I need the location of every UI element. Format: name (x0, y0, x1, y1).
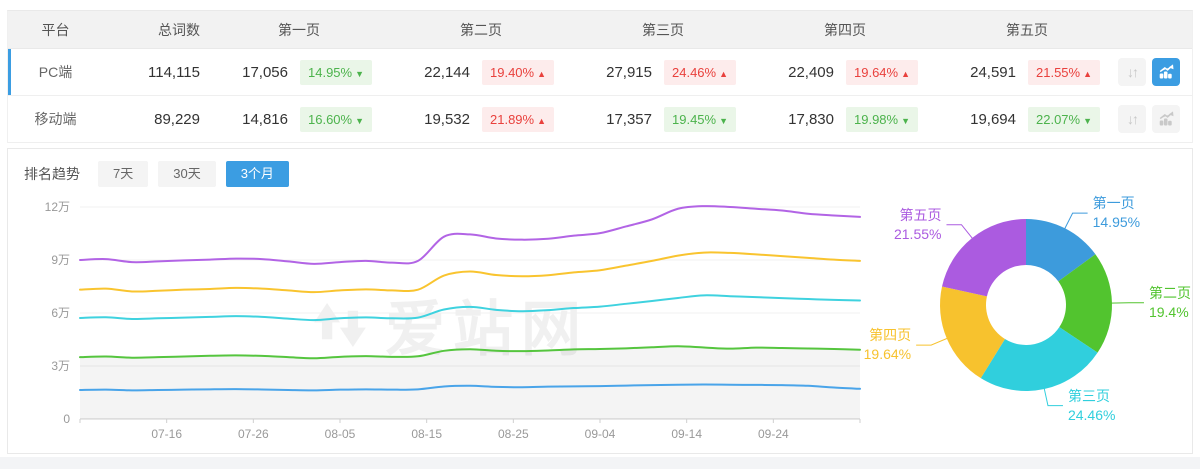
page4-count: 22,409 (788, 63, 834, 81)
page3-count: 27,915 (606, 63, 652, 81)
donut-label-page1: 第一页 14.95% (1092, 195, 1141, 231)
rank-trend-card: 排名趋势 7天 30天 3个月 爱站网 0 3万 6万 9万 12万 07-16 07-26… (7, 148, 1193, 454)
col-header-total-words: 总词数 (158, 21, 200, 38)
trend-body: 爱站网 0 3万 6万 9万 12万 07-16 07-26 08-05 08-15 08-25 0… (8, 193, 1192, 451)
table-row-pc[interactable]: PC端 114,115 17,056 14.95% ▼ 22,144 19.40%… (8, 49, 1192, 96)
tab-3months[interactable]: 3个月 (225, 161, 289, 187)
col-header-page3: 第三页 (642, 21, 684, 38)
platform-label: 移动端 (34, 111, 77, 127)
trend-line-chart: 0 3万 6万 9万 12万 07-16 07-26 08-05 08-15 08-25 09-04… (45, 200, 861, 441)
page-share-donut-chart (916, 212, 1144, 407)
donut-chart-area: 第一页 14.95% 第二页 19.4% 第三页 24.46% 第四页 19.64% 第… (863, 193, 1200, 451)
col-header-page1: 第一页 (278, 21, 320, 38)
svg-text:0: 0 (63, 412, 70, 426)
sort-arrows-glyph: ↓↑ (1127, 111, 1139, 127)
sort-arrows-icon[interactable]: ↓↑ (1118, 58, 1146, 86)
page1-change-badge: 16.60% ▼ (300, 106, 373, 132)
platform-label: PC端 (38, 64, 73, 80)
donut-label-page2: 第二页 19.4% (1148, 284, 1191, 320)
page1-count: 17,056 (242, 63, 288, 81)
page2-change-badge: 19.40% ▲ (482, 59, 555, 85)
donut-label-page4: 第四页 19.64% (863, 327, 912, 363)
page5-change-badge: 22.07% ▼ (1028, 106, 1101, 132)
sort-arrows-glyph: ↓↑ (1127, 64, 1139, 80)
table-row-mobile[interactable]: 移动端 89,229 14,816 16.60% ▼ 19,532 21.89% ▲… (8, 96, 1192, 143)
trend-header: 排名趋势 7天 30天 3个月 (8, 149, 1192, 193)
trend-title: 排名趋势 (24, 166, 80, 182)
page5-change-badge: 21.55% ▲ (1028, 59, 1101, 85)
page4-change-badge: 19.98% ▼ (846, 106, 919, 132)
donut-label-page5: 第五页 21.55% (893, 206, 942, 242)
page3-change-badge: 19.45% ▼ (664, 106, 737, 132)
bar-chart-icon (1159, 111, 1174, 126)
keyword-rank-panel: 平台 总词数 第一页 第二页 第三页 第四页 第五页 PC端 114,115 1… (7, 10, 1193, 454)
svg-text:3万: 3万 (51, 359, 70, 373)
donut-label-page3: 第三页 24.46% (1067, 387, 1116, 423)
col-header-page4: 第四页 (824, 21, 866, 38)
svg-text:9万: 9万 (51, 253, 70, 267)
sort-arrows-icon[interactable]: ↓↑ (1118, 105, 1146, 133)
page1-count: 14,816 (242, 110, 288, 128)
page2-count: 19,532 (424, 110, 470, 128)
trend-chart-icon[interactable] (1152, 105, 1180, 133)
page5-count: 24,591 (970, 63, 1016, 81)
svg-text:09-04: 09-04 (585, 427, 616, 441)
page3-count: 17,357 (606, 110, 652, 128)
tab-30days[interactable]: 30天 (158, 161, 216, 187)
page1-change-badge: 14.95% ▼ (300, 59, 373, 85)
page2-count: 22,144 (424, 63, 470, 81)
svg-text:07-26: 07-26 (238, 427, 269, 441)
trend-chart-icon[interactable] (1152, 58, 1180, 86)
total-words-value: 114,115 (148, 63, 200, 81)
svg-text:12万: 12万 (45, 200, 70, 214)
line-chart-area: 爱站网 0 3万 6万 9万 12万 07-16 07-26 08-05 08-15 08-25 0… (14, 193, 867, 451)
col-header-page5: 第五页 (1006, 21, 1048, 38)
rank-table-header: 平台 总词数 第一页 第二页 第三页 第四页 第五页 (8, 11, 1192, 49)
svg-text:08-05: 08-05 (325, 427, 356, 441)
svg-text:08-25: 08-25 (498, 427, 529, 441)
col-header-page2: 第二页 (460, 21, 502, 38)
svg-text:09-14: 09-14 (671, 427, 702, 441)
svg-text:08-15: 08-15 (411, 427, 442, 441)
page3-change-badge: 24.46% ▲ (664, 59, 737, 85)
total-words-value: 89,229 (154, 110, 200, 128)
page-background-strip (0, 457, 1200, 469)
tab-7days[interactable]: 7天 (98, 161, 149, 187)
page2-change-badge: 21.89% ▲ (482, 106, 555, 132)
page4-count: 17,830 (788, 110, 834, 128)
svg-text:09-24: 09-24 (758, 427, 789, 441)
page4-change-badge: 19.64% ▲ (846, 59, 919, 85)
svg-text:07-16: 07-16 (151, 427, 182, 441)
page5-count: 19,694 (970, 110, 1016, 128)
col-header-platform: 平台 (41, 21, 70, 38)
bar-chart-icon (1159, 64, 1174, 79)
svg-text:6万: 6万 (51, 306, 70, 320)
rank-table: 平台 总词数 第一页 第二页 第三页 第四页 第五页 PC端 114,115 1… (7, 10, 1193, 143)
